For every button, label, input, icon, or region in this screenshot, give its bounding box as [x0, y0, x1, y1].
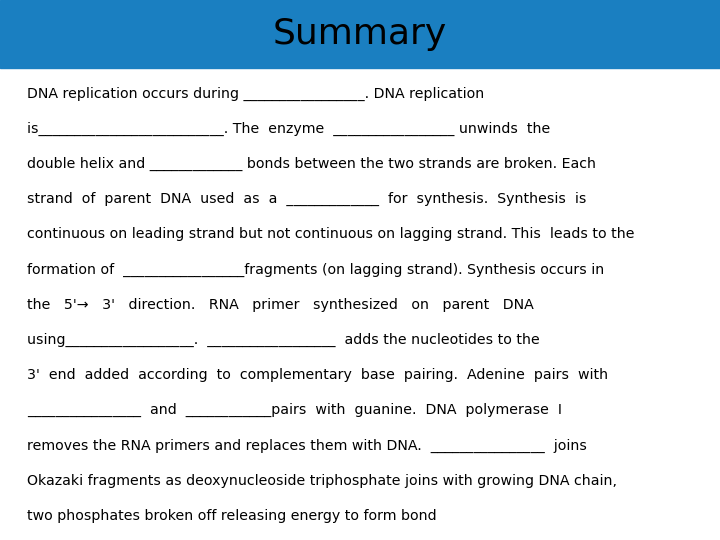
Text: formation of  _________________fragments (on lagging strand). Synthesis occurs i: formation of _________________fragments … [27, 262, 605, 276]
Text: using__________________.  __________________  adds the nucleotides to the: using__________________. _______________… [27, 333, 540, 347]
Text: 3'  end  added  according  to  complementary  base  pairing.  Adenine  pairs  wi: 3' end added according to complementary … [27, 368, 608, 382]
Text: the   5'→   3'   direction.   RNA   primer   synthesized   on   parent   DNA: the 5'→ 3' direction. RNA primer synthes… [27, 298, 534, 312]
Text: DNA replication occurs during _________________. DNA replication: DNA replication occurs during __________… [27, 86, 485, 100]
Text: Okazaki fragments as deoxynucleoside triphosphate joins with growing DNA chain,: Okazaki fragments as deoxynucleoside tri… [27, 474, 617, 488]
Text: is__________________________. The  enzyme  _________________ unwinds  the: is__________________________. The enzyme… [27, 122, 551, 136]
Text: Summary: Summary [273, 17, 447, 51]
Text: continuous on leading strand but not continuous on lagging strand. This  leads t: continuous on leading strand but not con… [27, 227, 635, 241]
Text: strand  of  parent  DNA  used  as  a  _____________  for  synthesis.  Synthesis : strand of parent DNA used as a _________… [27, 192, 587, 206]
Text: double helix and _____________ bonds between the two strands are broken. Each: double helix and _____________ bonds bet… [27, 157, 596, 171]
FancyBboxPatch shape [0, 0, 720, 68]
Text: removes the RNA primers and replaces them with DNA.  ________________  joins: removes the RNA primers and replaces the… [27, 438, 588, 453]
Text: two phosphates broken off releasing energy to form bond: two phosphates broken off releasing ener… [27, 509, 437, 523]
Text: ________________  and  ____________pairs  with  guanine.  DNA  polymerase  I: ________________ and ____________pairs w… [27, 403, 562, 417]
